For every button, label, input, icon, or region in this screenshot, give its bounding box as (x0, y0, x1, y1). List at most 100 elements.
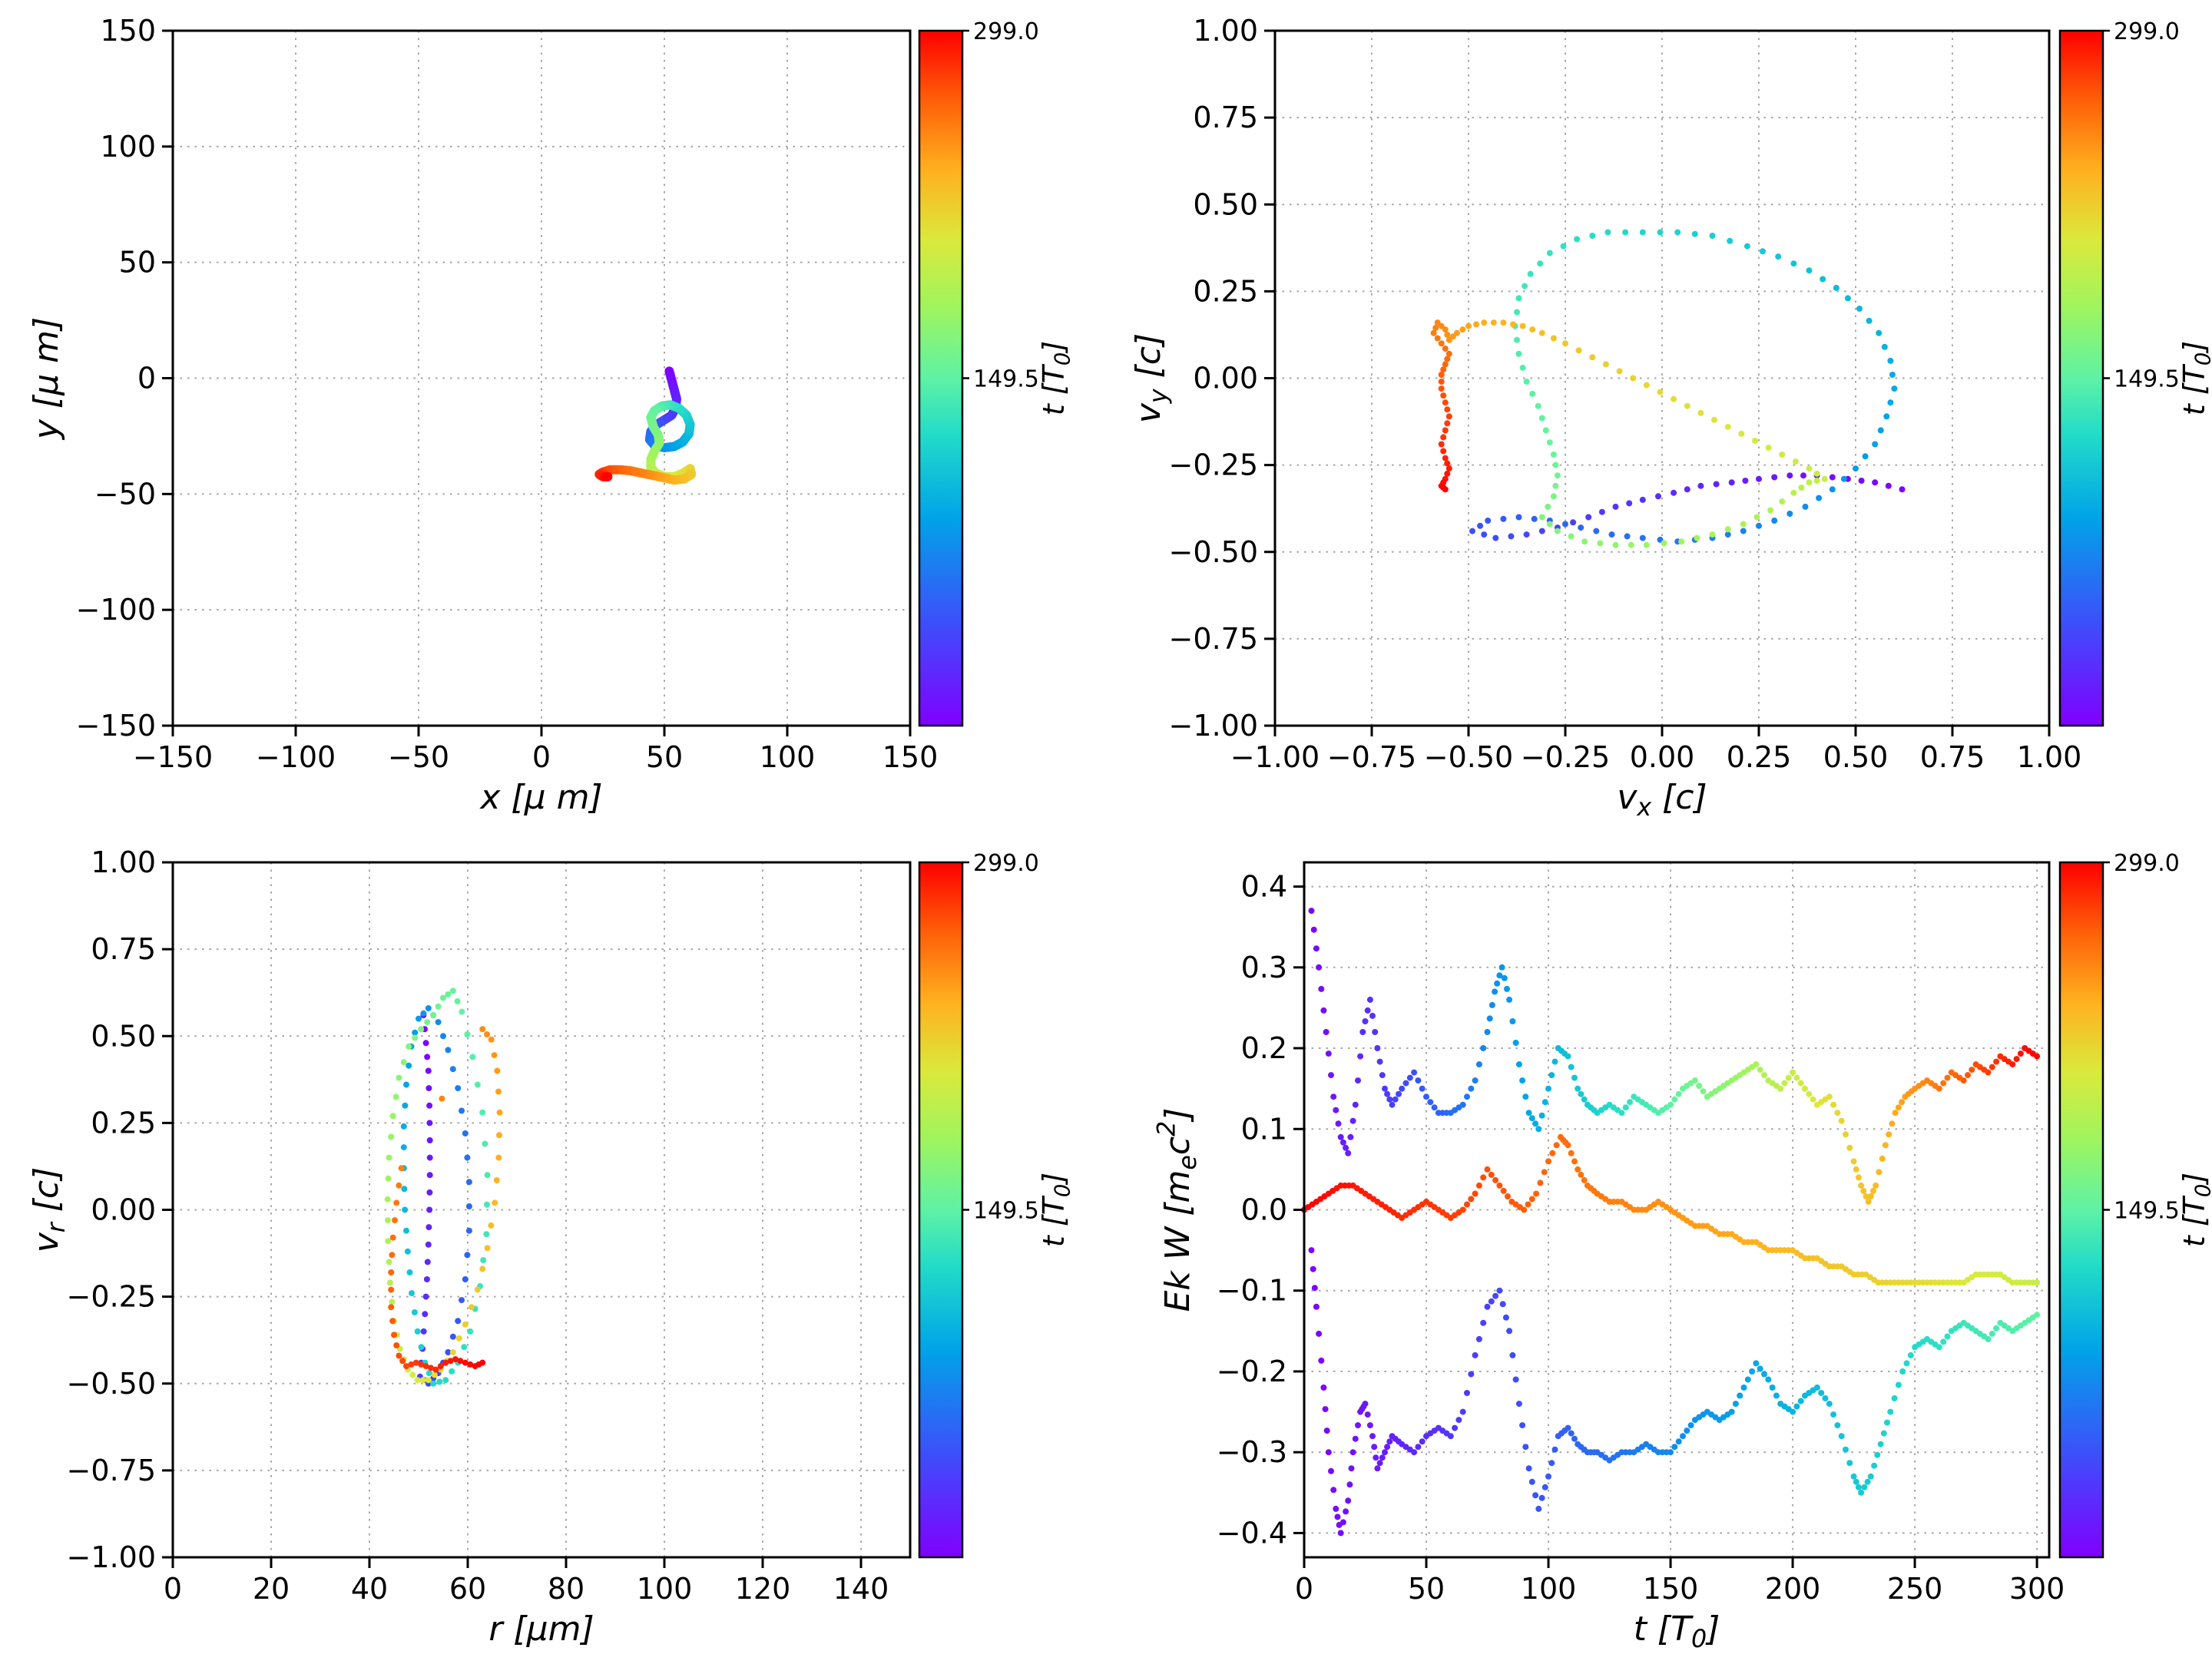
colorbar-tick-label: 149.5 (973, 1198, 1039, 1225)
svg-text:0.50: 0.50 (91, 1019, 156, 1053)
colorbar-label: t [T0] (2177, 341, 2212, 415)
svg-text:0.00: 0.00 (1630, 740, 1695, 774)
svg-text:−0.25: −0.25 (1169, 448, 1258, 482)
svg-text:0.50: 0.50 (1193, 187, 1258, 221)
svg-text:100: 100 (760, 740, 816, 774)
series-particle-trajectory (594, 366, 697, 485)
svg-text:−100: −100 (256, 740, 336, 774)
x-axis-label: t [T0] (1634, 1609, 1720, 1653)
colorbar-label: t [T0] (1037, 1173, 1075, 1247)
colorbar-tick-label: 149.5 (973, 366, 1039, 393)
colorbar: 299.0 149.5t [T0] (2058, 850, 2212, 1559)
svg-text:1.00: 1.00 (1193, 14, 1258, 48)
svg-text:100: 100 (100, 130, 156, 164)
svg-text:0.0: 0.0 (1241, 1193, 1287, 1227)
svg-text:300: 300 (2009, 1572, 2065, 1606)
svg-text:1.00: 1.00 (2017, 740, 2082, 774)
svg-text:−1.00: −1.00 (1169, 709, 1258, 743)
svg-text:0.00: 0.00 (91, 1193, 156, 1227)
svg-text:−0.25: −0.25 (67, 1280, 156, 1314)
ticks (1264, 29, 2051, 736)
colorbar-label: t [T0] (2177, 1173, 2212, 1247)
x-axis-label: vx [c] (1617, 778, 1707, 822)
panel-xy-trajectory: −150 −100 −50 0 50 100 150 −150 −100 −50 0 50 100 150… (0, 0, 1106, 839)
svg-text:100: 100 (1521, 1572, 1577, 1606)
svg-text:−0.4: −0.4 (1217, 1516, 1287, 1550)
colorbar: 299.0 149.5t [T0] (918, 18, 1075, 727)
y-axis-label: vy [c] (1129, 333, 1173, 423)
svg-text:−50: −50 (94, 477, 156, 511)
svg-text:−0.75: −0.75 (1169, 622, 1258, 656)
gridlines (172, 30, 911, 726)
svg-text:−0.2: −0.2 (1217, 1355, 1287, 1388)
colorbar: 299.0 149.5t [T0] (2058, 18, 2212, 727)
svg-text:20: 20 (253, 1572, 290, 1606)
svg-text:−150: −150 (133, 740, 213, 774)
svg-text:250: 250 (1887, 1572, 1943, 1606)
svg-text:0: 0 (164, 1572, 182, 1606)
svg-text:200: 200 (1765, 1572, 1821, 1606)
svg-text:−150: −150 (76, 709, 156, 743)
svg-text:50: 50 (646, 740, 683, 774)
colorbar-tick-label: 299.0 (973, 18, 1039, 45)
svg-text:60: 60 (449, 1572, 486, 1606)
svg-text:−50: −50 (388, 740, 449, 774)
svg-text:−1.00: −1.00 (1230, 740, 1320, 774)
panel-vx-vy-phase: −1.00 −0.75 −0.50 −0.25 0.00 0.25 0.50 0.75 1.00… (1106, 0, 2212, 839)
svg-text:100: 100 (637, 1572, 693, 1606)
gridlines (1274, 30, 2050, 726)
ticks (162, 861, 863, 1568)
svg-text:40: 40 (351, 1572, 388, 1606)
series-middle-trace (1301, 1133, 2041, 1286)
svg-text:−0.50: −0.50 (1424, 740, 1513, 774)
series-radial-phase-orbit (384, 988, 503, 1387)
svg-text:−1.00: −1.00 (67, 1540, 156, 1574)
svg-text:150: 150 (1643, 1572, 1699, 1606)
svg-text:150: 150 (100, 14, 156, 48)
y-axis-label: vr [c] (27, 1167, 71, 1253)
series-lower-trace (1308, 1247, 2041, 1537)
svg-text:−0.50: −0.50 (1169, 535, 1258, 569)
svg-text:0.3: 0.3 (1241, 951, 1287, 984)
colorbar-label: t [T0] (1037, 341, 1075, 415)
svg-text:0.50: 0.50 (1823, 740, 1889, 774)
svg-text:−0.3: −0.3 (1217, 1435, 1287, 1469)
ticks (162, 29, 912, 736)
svg-text:0.2: 0.2 (1241, 1031, 1287, 1065)
svg-text:150: 150 (882, 740, 939, 774)
svg-text:0.25: 0.25 (91, 1106, 156, 1140)
x-axis-label: r [μm] (488, 1609, 594, 1649)
tick-labels: −150 −100 −50 0 50 100 150 −150 −100 −50 0 50 100 150 (76, 14, 939, 774)
series-velocity-phase-orbit (1430, 229, 1906, 548)
svg-text:0.00: 0.00 (1193, 362, 1258, 395)
svg-text:0.4: 0.4 (1241, 870, 1287, 904)
svg-text:0.75: 0.75 (1920, 740, 1985, 774)
svg-text:0.25: 0.25 (1193, 274, 1258, 308)
tick-labels: −1.00 −0.75 −0.50 −0.25 0.00 0.25 0.50 0.75 1.00… (1169, 14, 2082, 774)
svg-text:−0.75: −0.75 (67, 1454, 156, 1487)
svg-text:0.25: 0.25 (1727, 740, 1792, 774)
svg-text:80: 80 (548, 1572, 584, 1606)
gridlines (172, 862, 910, 1558)
svg-text:0: 0 (532, 740, 551, 774)
chart-vx-vy-phase: −1.00 −0.75 −0.50 −0.25 0.00 0.25 0.50 0.75 1.00… (1129, 14, 2212, 822)
x-axis-label: x [μ m] (478, 778, 602, 817)
colorbar-tick-label: 149.5 (2114, 366, 2180, 393)
y-axis-label: Ek W [mec2] (1154, 1108, 1202, 1312)
colorbar: 299.0 149.5t [T0] (918, 850, 1075, 1559)
panel-r-vr-phase: 0 20 40 60 80 100 120 140 −1.00 −0.75 −0.50 −0.25 0.… (0, 835, 1106, 1674)
series-upper-trace (1308, 908, 2041, 1205)
svg-text:−0.25: −0.25 (1521, 740, 1610, 774)
svg-text:0: 0 (137, 362, 156, 395)
svg-text:0.1: 0.1 (1241, 1112, 1287, 1146)
svg-text:120: 120 (735, 1572, 791, 1606)
colorbar-tick-label: 299.0 (973, 850, 1039, 877)
svg-text:−0.1: −0.1 (1217, 1274, 1287, 1308)
panel-energy-vs-time: 0 50 100 150 200 250 300 −0.4 −0.3 −0.2 −0.1 0.0 0.1… (1106, 835, 2212, 1674)
svg-text:0.75: 0.75 (1193, 101, 1258, 134)
chart-r-vr-phase: 0 20 40 60 80 100 120 140 −1.00 −0.75 −0.50 −0.25 0.… (27, 845, 1075, 1649)
gridlines (1303, 862, 2049, 1557)
svg-text:50: 50 (119, 246, 156, 280)
svg-text:1.00: 1.00 (91, 845, 156, 879)
